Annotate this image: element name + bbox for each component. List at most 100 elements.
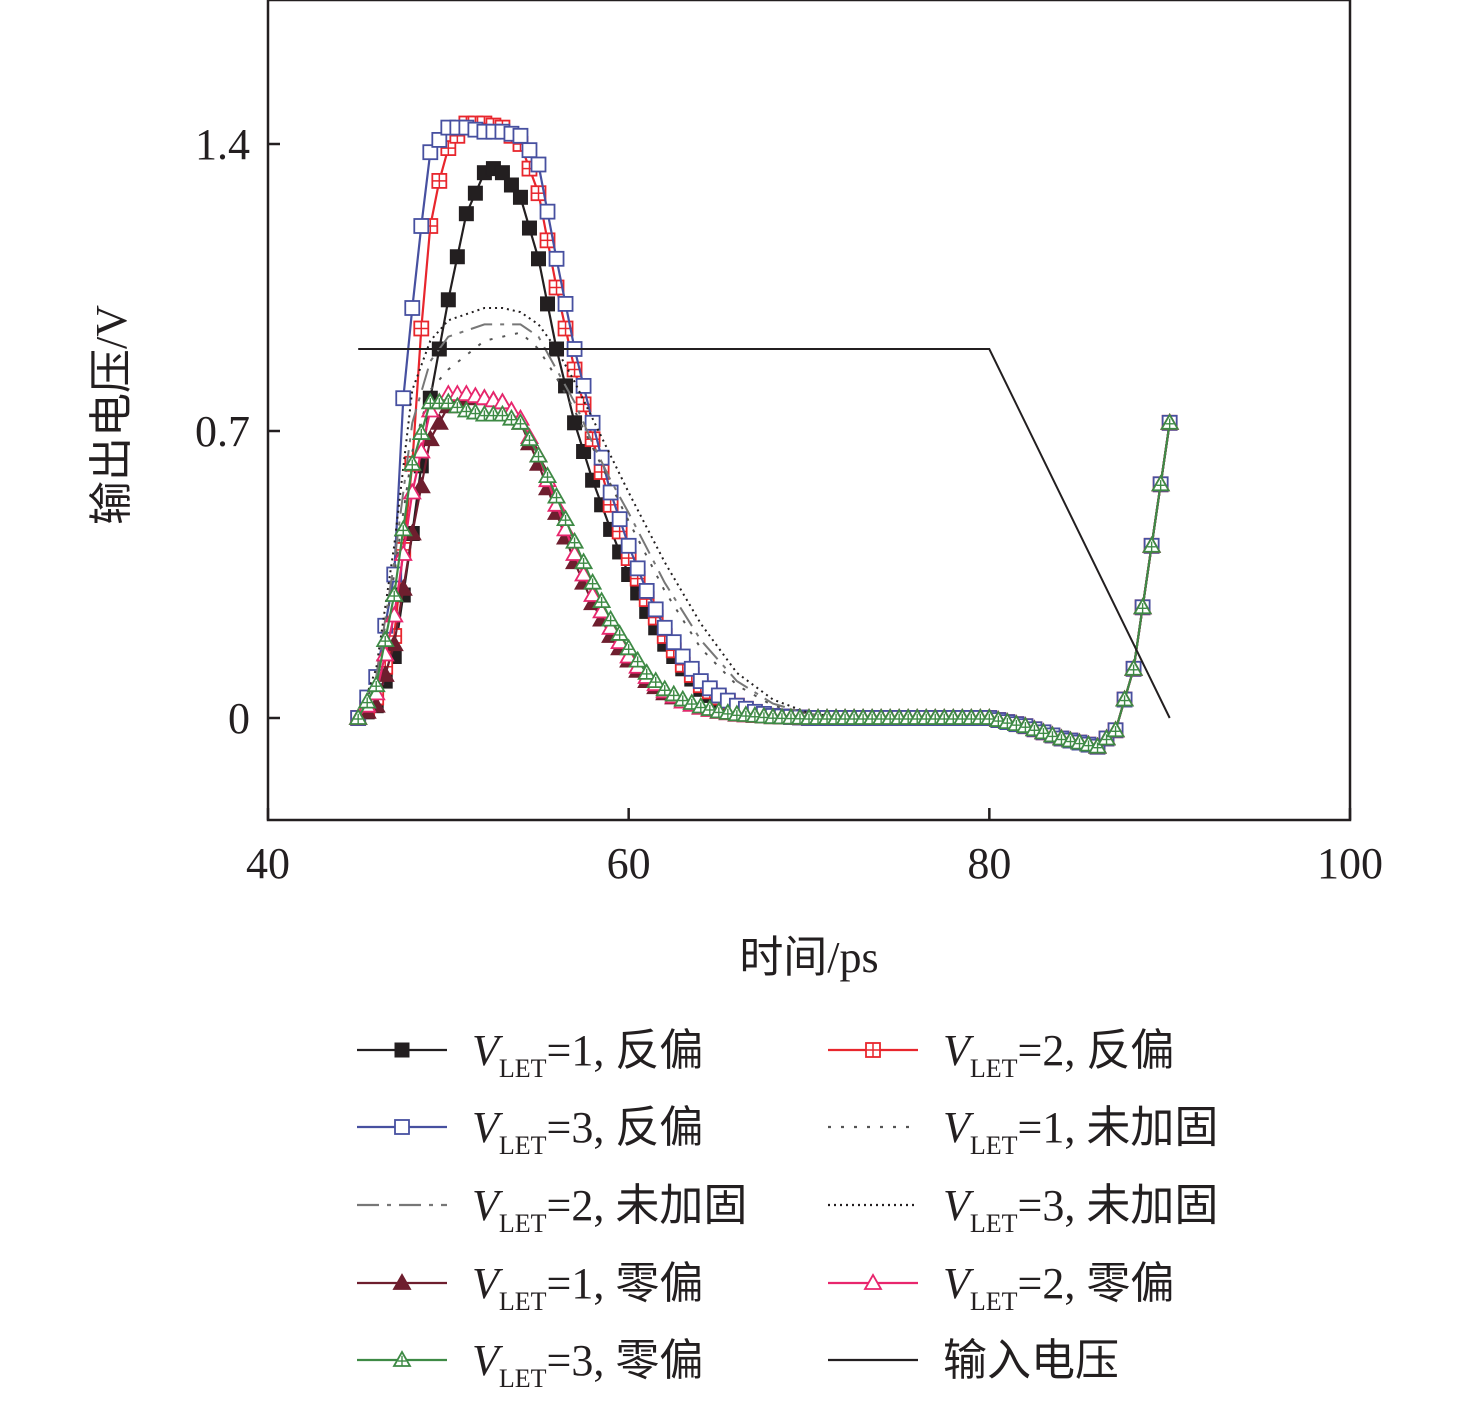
data-point (1096, 728, 1117, 746)
data-point (503, 177, 519, 193)
data-point (575, 377, 592, 394)
x-tick-label: 100 (1317, 839, 1383, 888)
data-point (628, 650, 648, 668)
legend-marker (392, 1273, 412, 1290)
data-point (539, 203, 556, 220)
data-point (565, 531, 585, 549)
legend-item: VLET=3, 反偏 (357, 1103, 703, 1160)
y-tick-label: 0.7 (195, 407, 250, 456)
data-point (574, 552, 594, 570)
series-layer (348, 115, 1180, 755)
legend-marker (392, 1350, 412, 1367)
data-point (1106, 720, 1126, 738)
data-point (494, 165, 510, 181)
x-tick-label: 40 (246, 839, 290, 888)
legend-label: VLET=3, 零偏 (472, 1336, 703, 1393)
data-point (384, 585, 404, 602)
legend: VLET=1, 反偏 VLET=2, 反偏 VLET=3, 反偏 VLET=1, 未加… (357, 1026, 1218, 1393)
data-point (674, 648, 691, 665)
data-point (656, 619, 673, 636)
data-point (557, 295, 574, 312)
data-point (519, 429, 540, 447)
data-point (539, 232, 556, 249)
data-point (1115, 689, 1135, 707)
data-point (521, 142, 538, 159)
data-point (501, 408, 522, 426)
series-3 (350, 119, 1178, 755)
data-point (431, 172, 448, 189)
data-point (438, 392, 458, 410)
series-9 (348, 392, 1180, 754)
data-point (664, 684, 684, 702)
data-point (530, 156, 547, 173)
legend-marker (394, 1119, 410, 1135)
series-1 (350, 161, 1178, 755)
data-point (492, 404, 512, 422)
data-point (422, 144, 439, 161)
plot-frame (266, 0, 1352, 822)
data-point (411, 423, 431, 440)
series-2 (350, 115, 1178, 755)
legend-item: VLET=2, 零偏 (828, 1259, 1174, 1316)
data-point (1087, 736, 1108, 754)
legend-label: VLET=1, 未加固 (943, 1103, 1218, 1160)
data-point (531, 251, 546, 267)
data-point (611, 511, 628, 528)
data-point (512, 189, 528, 205)
data-point (583, 572, 603, 590)
data-point (1124, 658, 1144, 676)
y-tick-label: 1.4 (195, 120, 250, 169)
data-point (601, 609, 621, 627)
data-point (576, 444, 592, 459)
data-point (393, 519, 413, 537)
legend-label: VLET=2, 反偏 (943, 1026, 1174, 1083)
data-point (366, 675, 386, 693)
legend-item: VLET=2, 反偏 (828, 1026, 1174, 1083)
data-point (413, 218, 430, 234)
legend-marker (394, 1042, 410, 1058)
series-line (357, 401, 1171, 748)
legend-item: VLET=3, 未加固 (828, 1181, 1218, 1238)
series-line (357, 393, 1171, 748)
data-point (458, 206, 474, 222)
legend-label: VLET=1, 反偏 (472, 1026, 703, 1083)
data-point (548, 250, 565, 267)
legend-item: VLET=1, 未加固 (828, 1103, 1218, 1160)
series-line (357, 397, 1171, 748)
legend-label: VLET=3, 未加固 (943, 1181, 1218, 1238)
data-point (1142, 535, 1162, 553)
legend-item: VLET=2, 未加固 (357, 1181, 747, 1238)
legend-item: VLET=1, 反偏 (357, 1026, 703, 1083)
series-10 (358, 348, 1171, 719)
series-5 (357, 323, 1171, 748)
data-point (665, 634, 682, 651)
x-axis-ticks: 40 60 80 100 (246, 808, 1383, 888)
legend-label: VLET=1, 零偏 (472, 1259, 703, 1316)
series-line (358, 348, 1171, 719)
legend-item: 输入电压 (828, 1336, 1119, 1385)
data-point (404, 300, 421, 316)
legend-marker (863, 1273, 883, 1290)
series-line (357, 122, 1171, 748)
x-axis-label: 时间/ps (739, 933, 878, 982)
series-8 (348, 384, 1180, 754)
data-point (646, 671, 666, 688)
legend-marker (865, 1042, 881, 1058)
data-point (375, 630, 395, 647)
x-tick-label: 80 (967, 839, 1011, 888)
data-point (521, 220, 537, 236)
data-point (447, 396, 467, 414)
data-point (537, 466, 558, 484)
data-point (610, 624, 630, 641)
data-point (348, 708, 368, 725)
data-point (467, 185, 483, 201)
y-tick-label: 0 (228, 694, 250, 743)
data-point (1160, 412, 1180, 430)
legend-item: VLET=1, 零偏 (357, 1259, 703, 1316)
data-point (620, 537, 637, 554)
series-6 (357, 307, 1171, 748)
series-line (357, 307, 1171, 748)
data-point (431, 131, 448, 148)
data-point (683, 660, 700, 677)
